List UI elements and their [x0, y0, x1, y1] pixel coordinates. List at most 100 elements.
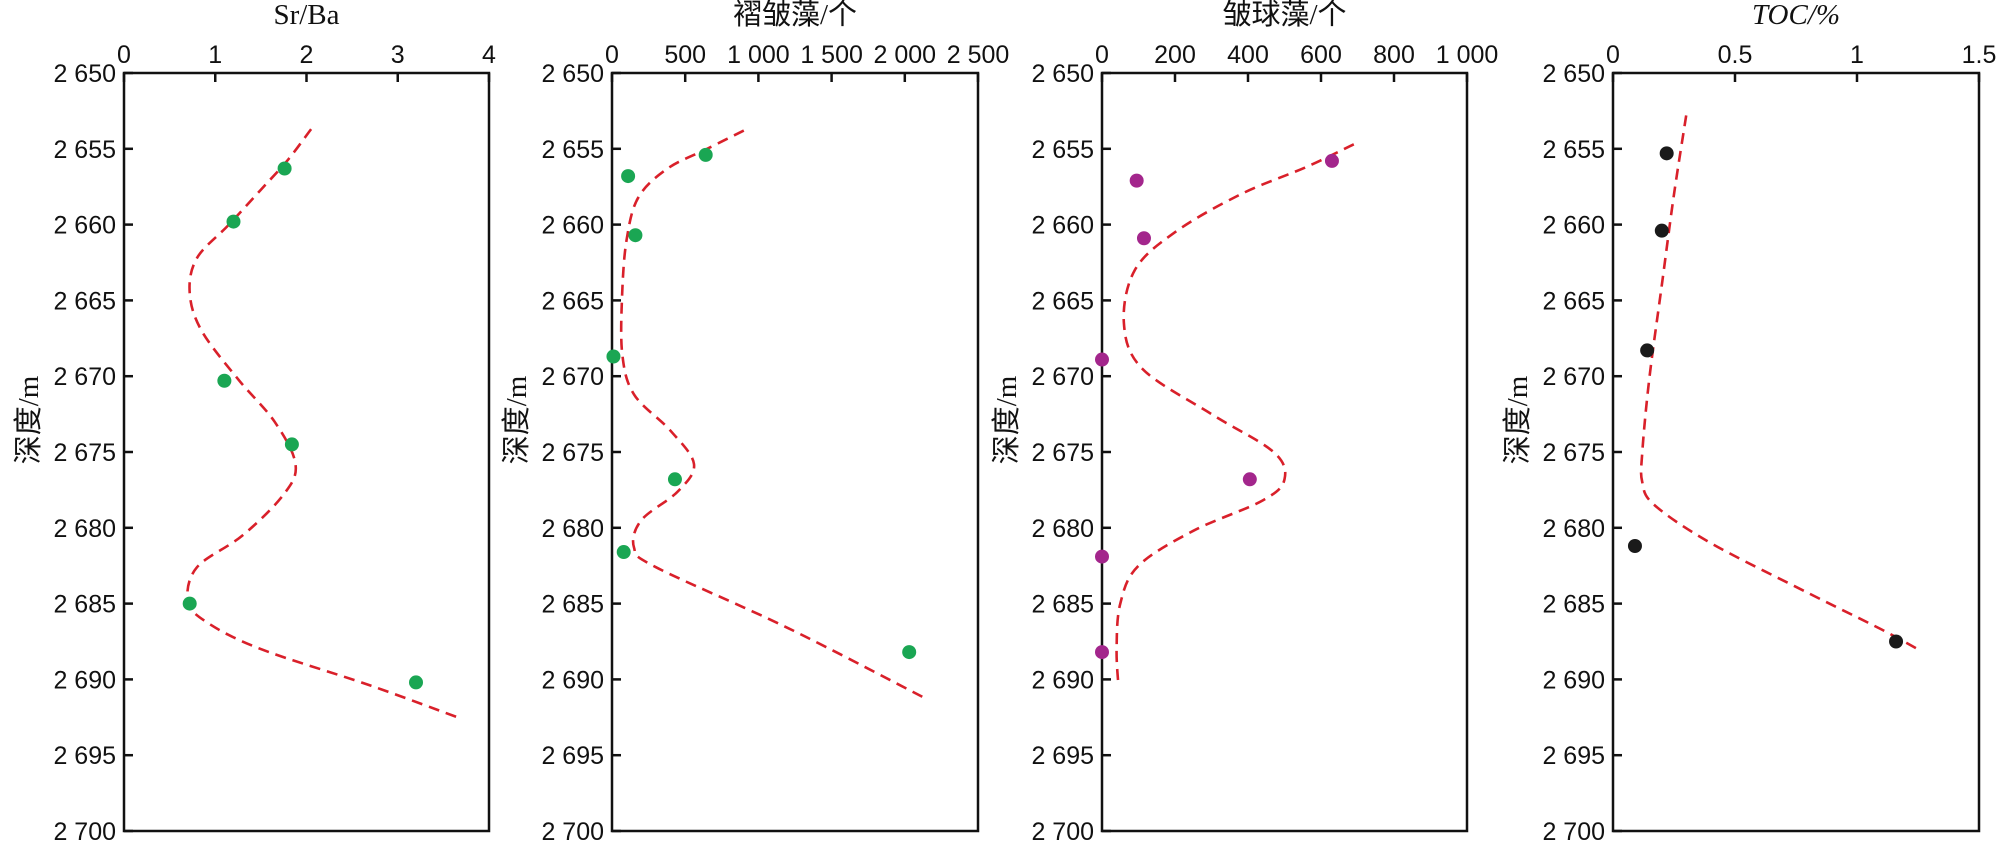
- panel-zhezhou-algae: 褶皱藻/个 0 500 1 000 1 500 2 000 2 500 2 650 2 655 2…: [500, 0, 1009, 844]
- data-point: [182, 596, 197, 611]
- x-tick-label: 2: [300, 41, 314, 69]
- y-tick-label: 2 680: [53, 515, 116, 543]
- panel-zhouqiu-algae: 皱球藻/个 0 200 400 600 800 1 000 2 650 2 655 2 660 2 …: [990, 0, 1498, 844]
- data-point: [409, 675, 423, 690]
- y-axis-title: 深度/m: [1501, 375, 1534, 464]
- y-tick-label: 2 685: [541, 591, 604, 619]
- y-tick-label: 2 695: [541, 742, 604, 770]
- data-point: [1324, 153, 1339, 168]
- y-tick-label: 2 650: [53, 60, 116, 88]
- y-tick-label: 2 680: [1542, 515, 1605, 543]
- y-tick-label: 2 655: [1542, 136, 1605, 164]
- y-tick-label: 2 650: [1542, 60, 1605, 88]
- y-tick-label: 2 660: [1542, 212, 1605, 240]
- y-tick-label: 2 685: [1031, 591, 1094, 619]
- y-axis-title: 深度/m: [990, 375, 1023, 464]
- data-point: [1659, 146, 1674, 161]
- plot-frame: [1100, 71, 1469, 833]
- data-point: [606, 349, 621, 364]
- y-tick-label: 2 670: [541, 363, 604, 391]
- data-point: [616, 545, 631, 560]
- x-tick-label: 1.5: [1962, 41, 1997, 69]
- y-tick-label: 2 665: [1031, 287, 1094, 315]
- data-point: [667, 472, 682, 487]
- y-tick-label: 2 675: [53, 439, 116, 467]
- y-tick-label: 2 690: [541, 666, 604, 694]
- data-point: [1095, 352, 1109, 367]
- x-tick-label: 600: [1300, 41, 1342, 69]
- data-point: [1095, 549, 1109, 564]
- x-tick-label: 4: [482, 41, 496, 69]
- data-point: [1136, 231, 1151, 246]
- y-tick-label: 2 660: [541, 212, 604, 240]
- x-tick-label: 800: [1373, 41, 1415, 69]
- y-tick-label: 2 680: [1031, 515, 1094, 543]
- y-tick-label: 2 695: [1031, 742, 1094, 770]
- chart-title: 皱球藻/个: [1222, 0, 1346, 31]
- x-tick-label: 0: [117, 41, 131, 69]
- y-tick-label: 2 695: [53, 742, 116, 770]
- trend-curve: [619, 129, 928, 701]
- chart-title: 褶皱藻/个: [733, 0, 857, 31]
- trend-curve: [1639, 115, 1922, 652]
- y-tick-label: 2 700: [53, 818, 116, 844]
- y-axis-title: 深度/m: [12, 375, 45, 464]
- y-tick-label: 2 695: [1542, 742, 1605, 770]
- y-tick-label: 2 655: [1031, 136, 1094, 164]
- data-point: [1129, 173, 1144, 188]
- data-point: [277, 161, 292, 176]
- x-tick-label: 2 000: [874, 41, 937, 69]
- x-tick-label: 1 500: [800, 41, 863, 69]
- x-tick-label: 2 500: [947, 41, 1010, 69]
- x-tick-label: 0: [1606, 41, 1620, 69]
- x-tick-label: 0: [605, 41, 619, 69]
- y-tick-label: 2 690: [1031, 666, 1094, 694]
- y-tick-label: 2 655: [53, 136, 116, 164]
- y-tick-label: 2 660: [1031, 212, 1094, 240]
- y-tick-label: 2 665: [53, 287, 116, 315]
- chart-title: Sr/Ba: [273, 0, 339, 31]
- y-tick-label: 2 700: [1031, 818, 1094, 844]
- data-point: [1889, 634, 1904, 649]
- y-tick-label: 2 700: [541, 818, 604, 844]
- data-point: [628, 228, 643, 243]
- data-point: [217, 373, 232, 388]
- data-point: [621, 169, 636, 184]
- x-tick-label: 1: [1850, 41, 1864, 69]
- x-tick-label: 500: [664, 41, 706, 69]
- y-tick-label: 2 670: [1031, 363, 1094, 391]
- x-tick-label: 1: [208, 41, 222, 69]
- trend-curve: [1115, 143, 1355, 686]
- data-point: [698, 147, 713, 162]
- y-tick-label: 2 700: [1542, 818, 1605, 844]
- x-tick-label: 400: [1227, 41, 1269, 69]
- y-tick-label: 2 675: [1031, 439, 1094, 467]
- y-tick-label: 2 675: [541, 439, 604, 467]
- plot-frame: [1611, 71, 1981, 833]
- data-point: [1627, 538, 1642, 553]
- y-tick-label: 2 675: [1542, 439, 1605, 467]
- y-tick-label: 2 650: [1031, 60, 1094, 88]
- y-tick-label: 2 680: [541, 515, 604, 543]
- y-tick-label: 2 655: [541, 136, 604, 164]
- y-tick-label: 2 690: [53, 666, 116, 694]
- plot-frame: [610, 71, 980, 833]
- y-tick-label: 2 670: [1542, 363, 1605, 391]
- data-point: [902, 645, 917, 660]
- x-tick-label: 1 000: [1436, 41, 1499, 69]
- data-point: [284, 437, 299, 452]
- x-tick-label: 0: [1095, 41, 1109, 69]
- chart-title: TOC/%: [1752, 0, 1840, 31]
- y-tick-label: 2 665: [1542, 287, 1605, 315]
- x-tick-label: 3: [391, 41, 405, 69]
- x-tick-label: 1 000: [727, 41, 790, 69]
- y-tick-label: 2 685: [1542, 591, 1605, 619]
- data-point: [226, 214, 241, 229]
- y-tick-label: 2 650: [541, 60, 604, 88]
- x-tick-label: 200: [1154, 41, 1196, 69]
- panel-toc: TOC/% 0 0.5 1 1.5 2 650 2 655 2 660 2 665 2 670 2 …: [1501, 0, 1996, 844]
- y-tick-label: 2 685: [53, 591, 116, 619]
- data-point: [1242, 472, 1257, 487]
- panel-sr-ba: Sr/Ba 0 1 2 3 4 2 650 2 655 2 660 2 665 2 670 2 675…: [12, 0, 496, 844]
